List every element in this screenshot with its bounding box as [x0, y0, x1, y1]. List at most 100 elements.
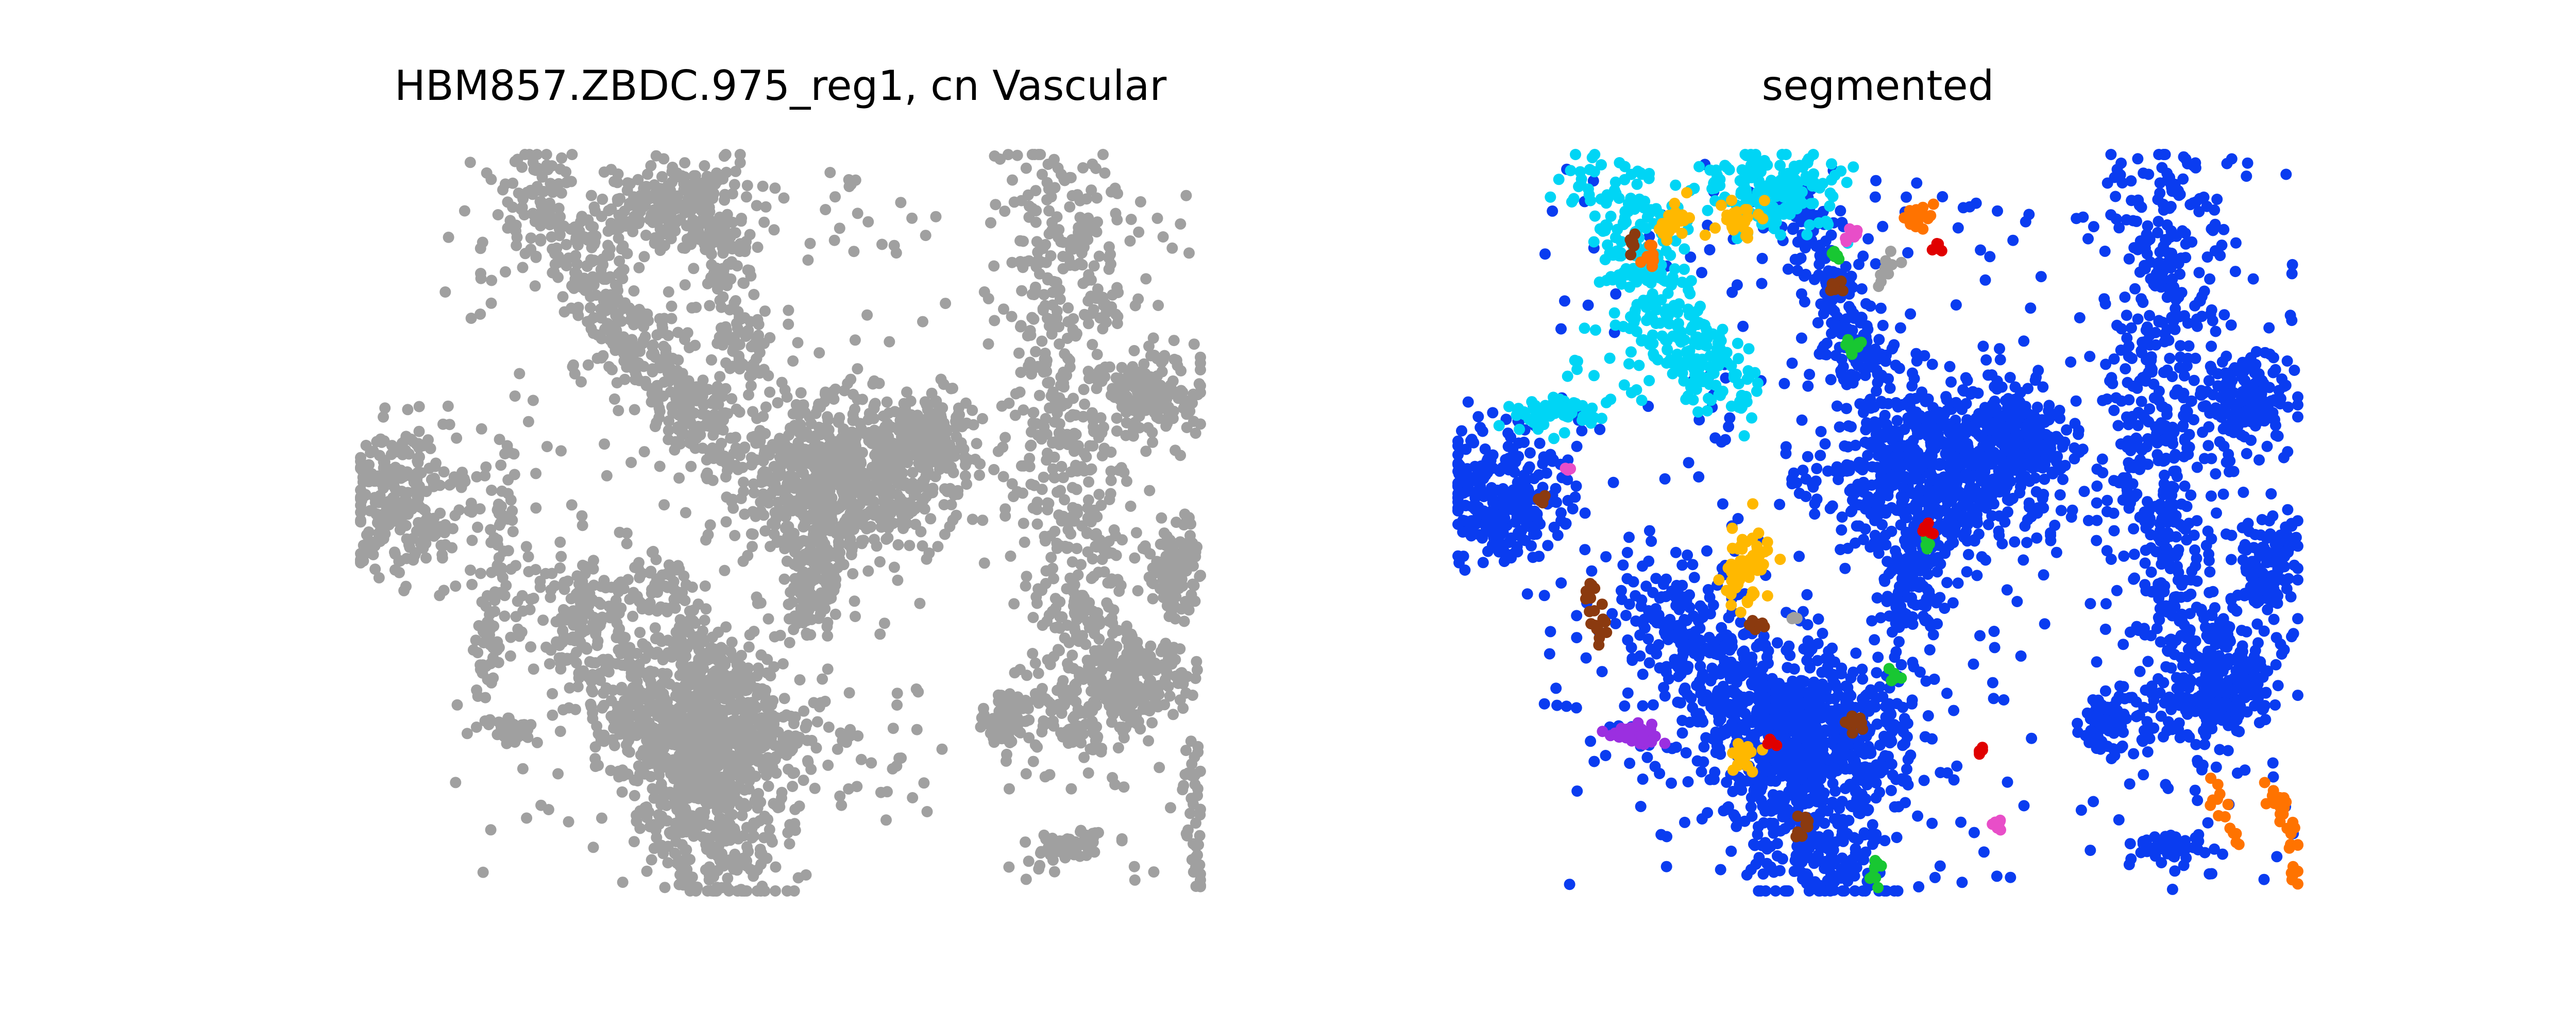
scatter-point — [1059, 540, 1071, 552]
scatter-point — [1024, 453, 1036, 465]
scatter-point — [843, 439, 855, 451]
scatter-point — [373, 572, 385, 583]
scatter-point — [475, 268, 486, 279]
scatter-point — [615, 602, 627, 614]
scatter-point — [806, 458, 818, 470]
scatter-point — [704, 674, 716, 686]
scatter-point — [446, 542, 458, 554]
scatter-point — [1179, 508, 1191, 520]
scatter-point — [1069, 607, 1080, 619]
scatter-point — [747, 541, 758, 553]
scatter-point — [1027, 756, 1039, 767]
cluster-group — [978, 153, 1202, 886]
scatter-point — [779, 543, 791, 555]
scatter-point — [992, 445, 1004, 457]
scatter-point — [941, 457, 953, 469]
scatter-point — [666, 300, 677, 312]
scatter-point — [798, 705, 810, 717]
scatter-point — [1040, 565, 1052, 577]
scatter-point — [1103, 263, 1115, 275]
scatter-point — [411, 525, 422, 537]
scatter-point — [485, 174, 497, 185]
scatter-point — [1163, 583, 1175, 595]
scatter-point — [420, 552, 432, 564]
scatter-point — [1007, 174, 1018, 186]
scatter-point — [1184, 808, 1196, 819]
scatter-point — [493, 552, 505, 563]
scatter-point — [477, 626, 489, 638]
scatter-point — [740, 191, 752, 203]
scatter-point — [596, 352, 607, 364]
scatter-point — [1086, 184, 1097, 196]
scatter-point — [716, 658, 727, 670]
scatter-point — [684, 342, 695, 354]
scatter-point — [357, 476, 369, 488]
scatter-point — [360, 439, 372, 451]
scatter-point — [1008, 598, 1020, 610]
scatter-point — [680, 412, 692, 424]
scatter-point — [656, 171, 668, 183]
scatter-point — [754, 437, 766, 449]
scatter-point — [1028, 479, 1040, 491]
scatter-point — [1144, 485, 1156, 496]
scatter-point — [638, 251, 650, 263]
scatter-point — [1143, 340, 1155, 352]
scatter-point — [959, 451, 971, 463]
scatter-point — [700, 384, 711, 396]
scatter-point — [471, 684, 483, 696]
scatter-point — [480, 692, 492, 703]
scatter-point — [1064, 684, 1076, 696]
scatter-point — [768, 798, 779, 810]
scatter-point — [684, 854, 696, 865]
scatter-point — [673, 563, 685, 575]
scatter-point — [497, 509, 509, 521]
scatter-point — [576, 510, 588, 522]
scatter-point — [883, 522, 894, 534]
scatter-point — [810, 742, 822, 754]
scatter-point — [603, 205, 615, 216]
scatter-point — [748, 478, 759, 490]
scatter-point — [760, 684, 772, 696]
scatter-point — [1096, 450, 1108, 461]
scatter-point — [1066, 556, 1078, 568]
scatter-point — [549, 580, 561, 592]
scatter-point — [828, 393, 840, 405]
scatter-point — [777, 658, 789, 670]
scatter-point — [546, 160, 558, 171]
scatter-point — [1111, 641, 1123, 653]
scatter-point — [597, 702, 608, 714]
scatter-point — [1077, 728, 1089, 740]
scatter-point — [692, 598, 704, 610]
scatter-point — [764, 386, 776, 398]
scatter-point — [649, 237, 660, 249]
scatter-point — [729, 768, 741, 780]
scatter-point — [702, 798, 714, 810]
scatter-point — [595, 580, 607, 592]
scatter-point — [577, 559, 588, 571]
scatter-point — [1082, 212, 1094, 224]
scatter-point — [1038, 715, 1049, 727]
scatter-point — [555, 187, 567, 199]
scatter-point — [466, 535, 478, 546]
scatter-point — [676, 817, 688, 829]
scatter-point — [1039, 530, 1050, 542]
scatter-point — [587, 328, 599, 339]
scatter-point — [638, 446, 650, 458]
scatter-point — [715, 813, 727, 825]
scatter-point — [520, 541, 532, 553]
scatter-point — [700, 727, 712, 739]
scatter-point — [1140, 273, 1152, 285]
scatter-point — [1041, 454, 1053, 466]
scatter-point — [604, 243, 616, 255]
scatter-point — [358, 555, 369, 567]
scatter-point — [1191, 664, 1203, 676]
scatter-point — [501, 737, 513, 749]
scatter-point — [550, 616, 562, 628]
scatter-point — [742, 550, 754, 561]
scatter-point — [367, 549, 379, 560]
scatter-point — [640, 229, 652, 241]
scatter-point — [1179, 768, 1191, 780]
cluster-group — [857, 379, 1004, 512]
scatter-point — [575, 376, 587, 388]
scatter-point — [672, 170, 684, 182]
